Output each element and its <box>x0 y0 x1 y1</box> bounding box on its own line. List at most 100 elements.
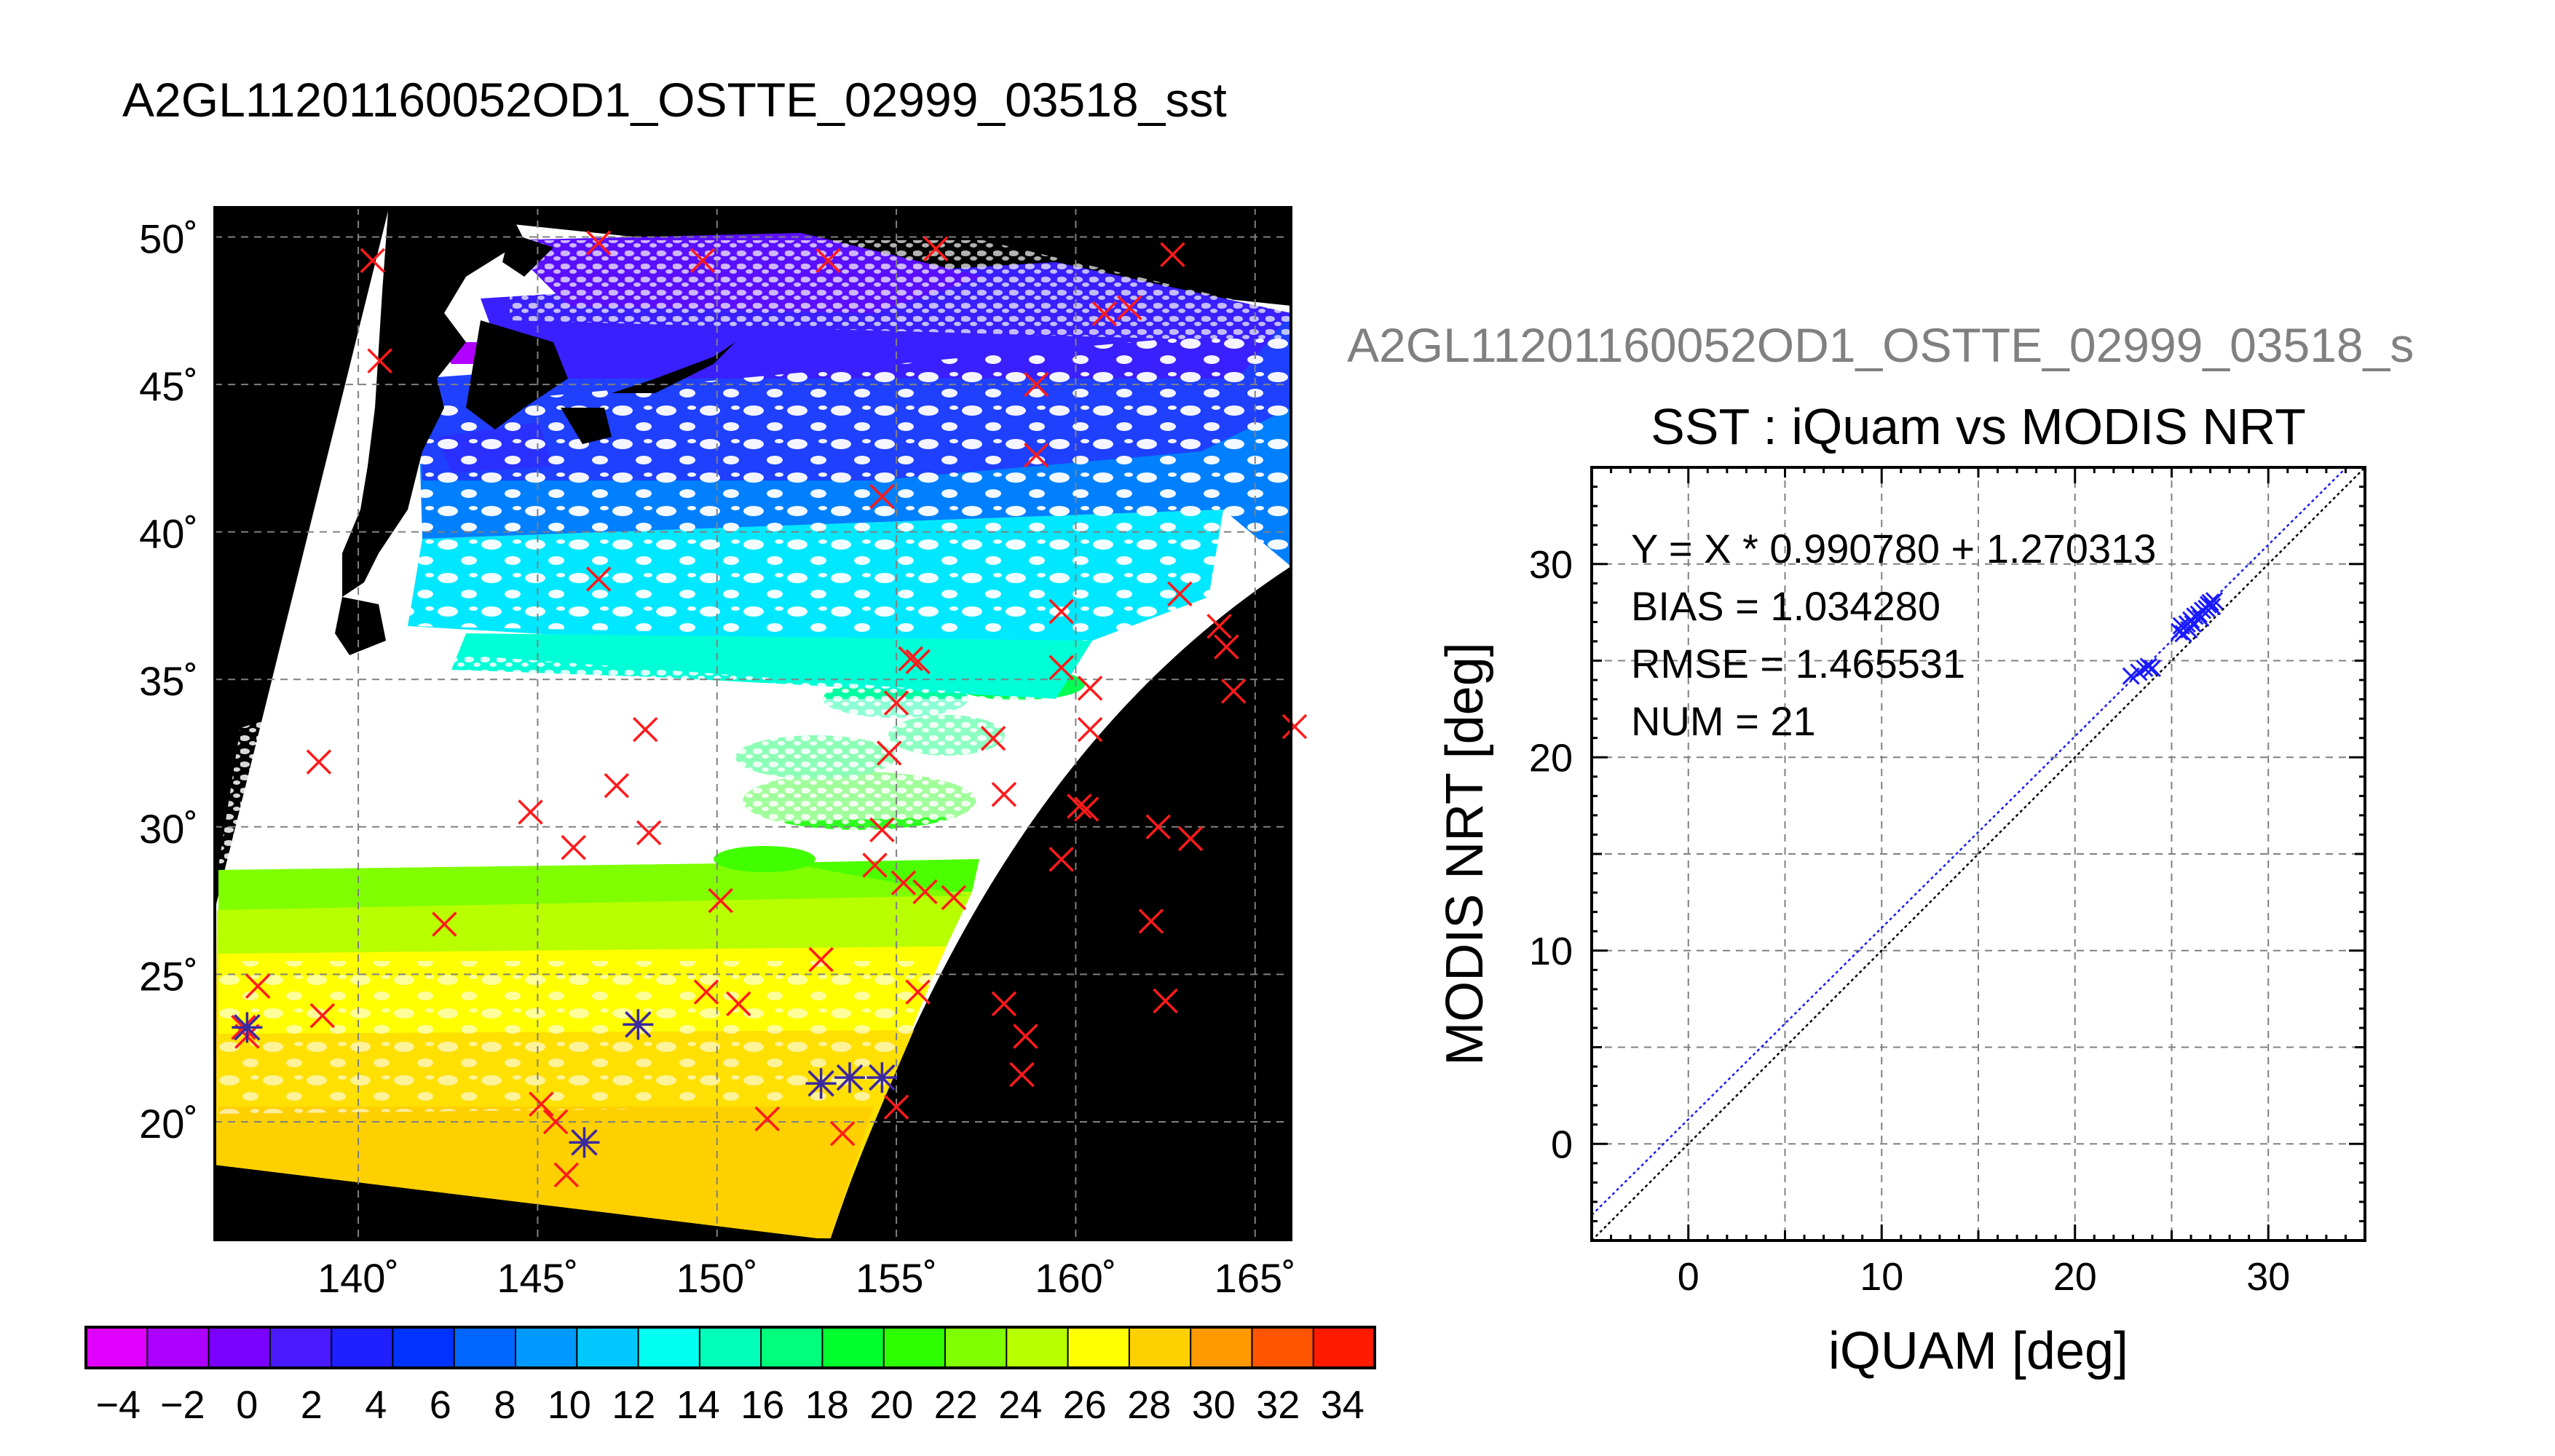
scatter-plot: SST : iQuam vs MODIS NRT Y = X * 0.99078… <box>1436 398 2366 1380</box>
matched-marker <box>232 1012 263 1043</box>
colorbar-label: 26 <box>1063 1383 1107 1427</box>
iquam-marker <box>518 799 543 825</box>
iquam-marker <box>1282 713 1308 740</box>
colorbar-cell <box>1190 1327 1253 1368</box>
colorbar-frame <box>84 1326 1376 1369</box>
colorbar-cell <box>516 1327 577 1368</box>
map-markers <box>231 230 1308 1188</box>
scatter-point <box>2201 593 2219 612</box>
colorbar-label: 8 <box>494 1383 516 1427</box>
iquam-marker <box>529 1091 554 1117</box>
iquam-marker <box>1091 301 1118 327</box>
scatter-point <box>2143 660 2162 678</box>
map-lon-label: 145˚ <box>497 1255 578 1301</box>
iquam-marker <box>561 834 586 860</box>
colorbar-label: 0 <box>236 1383 258 1427</box>
scatter-point <box>2205 592 2223 610</box>
iquam-marker <box>1023 443 1049 468</box>
identity-line <box>1592 467 2365 1241</box>
colorbar-cell <box>147 1327 210 1368</box>
scatter-frame <box>1590 466 2366 1242</box>
iquam-marker <box>585 230 612 256</box>
colorbar-label: −2 <box>160 1383 205 1427</box>
colorbar-cell <box>1313 1327 1375 1368</box>
matched-marker <box>834 1062 866 1093</box>
iquam-marker <box>891 870 917 896</box>
stat-num: NUM = 21 <box>1631 698 1816 744</box>
scatter-x-tick-label: 0 <box>1678 1255 1699 1299</box>
scatter-y-tick-label: 10 <box>1529 930 1573 973</box>
colorbar-cell <box>208 1327 271 1368</box>
colorbar-cell <box>577 1327 639 1368</box>
iquam-marker <box>1160 242 1185 268</box>
iquam-marker <box>690 248 716 274</box>
map-lat-label: 35˚ <box>139 658 198 704</box>
iquam-marker <box>876 740 902 766</box>
iquam-marker <box>306 749 332 775</box>
iquam-marker <box>1077 716 1103 743</box>
colorbar-label: 18 <box>805 1383 849 1427</box>
stat-bias: BIAS = 1.034280 <box>1631 583 1940 629</box>
scatter-grid <box>1592 467 2365 1241</box>
iquam-marker <box>991 781 1017 807</box>
iquam-marker <box>1013 1024 1038 1049</box>
map-lon-labels: 140˚ 145˚ 150˚ 155˚ 160˚ 165˚ <box>317 1255 1296 1301</box>
iquam-marker <box>905 649 931 675</box>
map-lon-label: 165˚ <box>1215 1255 1296 1301</box>
scatter-y-tick-labels: 0 10 20 30 <box>1529 543 1573 1167</box>
land-mass <box>335 211 735 655</box>
colorbar-cell <box>945 1327 1007 1368</box>
iquam-marker <box>367 348 392 373</box>
stat-rmse: RMSE = 1.465531 <box>1631 641 1965 687</box>
iquam-marker <box>808 946 834 973</box>
colorbar-cells <box>86 1327 1375 1368</box>
colorbar-cell <box>1129 1327 1191 1368</box>
scatter-point <box>2203 598 2222 616</box>
iquam-marker <box>309 1002 336 1029</box>
scatter-x-tick-label: 20 <box>2053 1255 2097 1299</box>
iquam-marker <box>905 979 931 1005</box>
colorbar-label: 32 <box>1256 1383 1300 1427</box>
colorbar-label: 30 <box>1192 1383 1236 1427</box>
map-frame <box>213 206 1292 1241</box>
iquam-marker <box>816 248 841 274</box>
scatter-point <box>2139 657 2157 676</box>
iquam-marker <box>941 885 967 911</box>
colorbar-cell <box>1067 1327 1130 1368</box>
iquam-marker <box>1214 634 1239 660</box>
colorbar-cell <box>331 1327 394 1368</box>
iquam-marker <box>726 991 751 1017</box>
iquam-marker <box>245 973 271 999</box>
map-lat-label: 25˚ <box>139 953 198 999</box>
scatter-title: SST : iQuam vs MODIS NRT <box>1651 398 2306 455</box>
map-lat-label: 40˚ <box>139 511 198 557</box>
scatter-stats: Y = X * 0.990780 + 1.270313 BIAS = 1.034… <box>1631 526 2156 744</box>
scatter-point <box>2136 660 2154 678</box>
iquam-marker <box>1145 814 1171 840</box>
scatter-points <box>2122 592 2223 685</box>
map-lat-label: 20˚ <box>139 1101 198 1147</box>
matched-marker <box>569 1127 600 1158</box>
iquam-marker <box>883 690 909 716</box>
fit-line <box>1592 467 2348 1216</box>
colorbar-label: 16 <box>741 1383 784 1427</box>
colorbar-label: 10 <box>548 1383 591 1427</box>
stat-regression: Y = X * 0.990780 + 1.270313 <box>1631 526 2156 571</box>
scatter-y-tick-label: 20 <box>1529 736 1573 780</box>
iquam-marker <box>923 236 949 261</box>
iquam-marker <box>898 646 924 672</box>
iquam-marker <box>869 817 895 843</box>
matched-marker <box>866 1062 898 1093</box>
sst-map: 50˚ 45˚ 40˚ 35˚ 30˚ 25˚ 20˚ 140˚ 145˚ 150˚ 155˚ 16… <box>139 206 1308 1301</box>
colorbar-label: 34 <box>1321 1383 1365 1427</box>
scatter-x-tick-label: 30 <box>2246 1255 2290 1299</box>
iquam-marker <box>1023 371 1049 397</box>
iquam-marker <box>1138 909 1164 934</box>
iquam-marker <box>1049 654 1074 681</box>
iquam-marker <box>432 911 457 937</box>
iquam-marker <box>1167 581 1193 606</box>
iquam-marker <box>585 566 612 592</box>
iquam-marker <box>693 979 719 1005</box>
figure-subtitle: A2GL11201160052OD1_OSTTE_02999_03518_s <box>1347 318 2414 372</box>
